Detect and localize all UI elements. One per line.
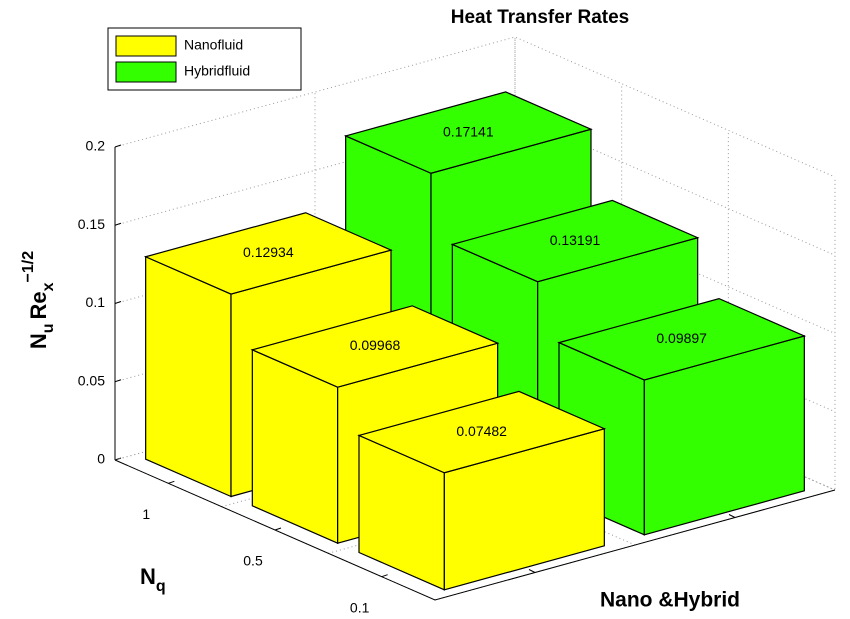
z-tick (274, 527, 282, 531)
y-tick-label: 0.1 (86, 294, 106, 310)
y-label-re: Re (26, 291, 51, 319)
legend-label: Nanofluid (184, 37, 243, 53)
y-tick-label: 0.15 (78, 216, 105, 232)
bar: 0.07482 (357, 390, 607, 591)
legend: Nanofluid Hybridfluid (107, 27, 302, 91)
value-label: 0.09968 (350, 337, 401, 353)
chart-title: Heat Transfer Rates (451, 7, 629, 28)
value-label: 0.13191 (550, 232, 601, 248)
z-tick (168, 480, 175, 484)
z-tick-label: 0.1 (350, 599, 370, 615)
bar-left-face (145, 255, 232, 498)
y-label-sup: −1/2 (20, 251, 37, 283)
y-tick (114, 379, 122, 383)
y-label-n: N (26, 333, 51, 349)
bar-top-face (557, 297, 807, 381)
value-label: 0.17141 (443, 123, 494, 139)
y-label-sub-x: x (40, 282, 57, 291)
x-tick (728, 514, 736, 518)
bar-top-face (143, 212, 393, 295)
floor-edge (114, 459, 836, 601)
y-tick (114, 144, 122, 148)
value-label: 0.07482 (456, 423, 507, 439)
legend-swatch (115, 35, 177, 57)
y-tick (114, 457, 122, 461)
y-tick (114, 301, 122, 304)
legend-label: Hybridfluid (184, 63, 250, 79)
bar-top-face (250, 305, 500, 388)
z-label-main: N (140, 564, 156, 589)
y-axis-label: Nu Rex−1/2 (20, 251, 57, 349)
x-tick (528, 569, 536, 573)
y-tick-label: 0 (97, 451, 105, 467)
z-tick-label: 0.5 (243, 553, 263, 569)
bar-top-face (450, 199, 700, 283)
bar-top-face (343, 91, 593, 174)
value-label: 0.12934 (243, 244, 294, 260)
y-tick-label: 0.2 (86, 138, 106, 154)
legend-swatch (115, 61, 177, 83)
z-tick (381, 574, 388, 578)
y-tick (114, 222, 122, 226)
value-label: 0.09897 (656, 330, 707, 346)
bar-top-face (357, 390, 607, 474)
z-tick-label: 1 (142, 506, 150, 522)
z-axis-label: Nq (140, 564, 166, 595)
y-label-sub-u: u (40, 323, 57, 333)
y-tick-label: 0.05 (78, 372, 105, 388)
z-label-sub: q (156, 578, 166, 595)
x-axis-label: Nano &Hybrid (600, 589, 740, 612)
